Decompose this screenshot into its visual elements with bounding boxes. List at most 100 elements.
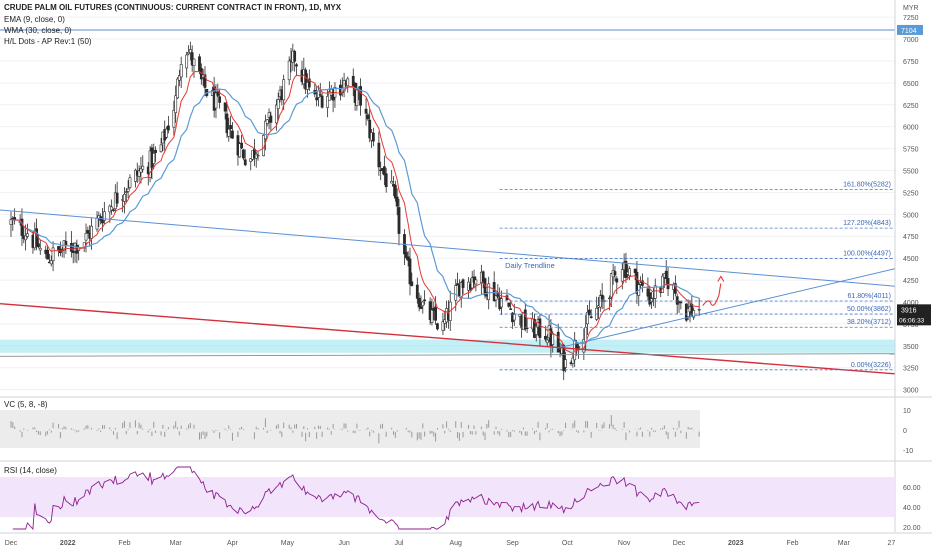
candle-body	[430, 309, 434, 323]
rsi-panel: 60.00 40.00 20.00	[0, 460, 932, 532]
candle-body	[584, 327, 588, 342]
time-tick-label: Apr	[227, 540, 239, 547]
price-tick-label: 3000	[903, 388, 919, 395]
candles-group	[9, 41, 701, 381]
candle-body	[137, 170, 141, 177]
candle-body	[128, 177, 132, 188]
price-tick-label: 4750	[903, 234, 919, 241]
candle-body	[112, 209, 115, 211]
candle-body	[123, 194, 126, 202]
candle-body	[223, 102, 227, 112]
ema-line	[11, 70, 700, 355]
candle-body	[84, 232, 88, 241]
candle-body	[404, 251, 408, 259]
candle-body	[454, 285, 458, 301]
price-tick-label: 6000	[903, 125, 919, 132]
fib-label: 161.80%(5282)	[843, 182, 891, 189]
rsi-title: RSI (14, close)	[4, 466, 57, 475]
time-tick-label: Jul	[395, 540, 404, 547]
candle-body	[24, 235, 28, 241]
candle-body	[69, 242, 73, 252]
candle-body	[675, 296, 679, 305]
candle-body	[159, 144, 163, 152]
candle-body	[267, 112, 271, 118]
candle-body	[564, 359, 567, 368]
candle-body	[227, 128, 231, 137]
price-tick-label: 4000	[903, 300, 919, 307]
candle-body	[282, 79, 286, 101]
rsi-tick-label: 40.00	[903, 505, 921, 512]
candle-body	[423, 299, 427, 302]
candle-body	[71, 250, 75, 253]
candle-body	[512, 313, 516, 321]
price-tick-label: 7250	[903, 15, 919, 22]
candle-body	[551, 333, 555, 345]
candle-body	[188, 49, 192, 54]
candle-body	[256, 154, 260, 157]
candle-body	[177, 75, 181, 81]
currency-label: MYR	[903, 5, 919, 12]
candle-body	[661, 275, 664, 293]
candle-body	[371, 132, 375, 142]
vc-title: VC (5, 8, -8)	[4, 400, 48, 409]
candle-body	[481, 271, 485, 283]
vc-tick-label: 0	[903, 428, 907, 435]
candle-body	[139, 168, 143, 173]
candle-body	[421, 301, 425, 307]
time-tick-label: 2023	[728, 540, 744, 547]
price-tick-label: 6250	[903, 103, 919, 110]
candle-body	[615, 278, 619, 283]
candle-body	[587, 309, 591, 316]
price-axis: MYR 7250 7000 6750 6500 6250 6000 5750 5500 5250 5…	[894, 0, 931, 532]
price-tick-label: 3750	[903, 322, 919, 329]
candle-body	[320, 95, 324, 108]
candle-body	[679, 301, 683, 304]
candle-body	[410, 281, 414, 286]
time-tick-label: Feb	[118, 540, 130, 547]
time-tick-label: Aug	[450, 540, 463, 547]
long-term-downtrend	[0, 303, 896, 375]
candle-body	[231, 130, 234, 139]
candle-body	[318, 94, 322, 96]
candle-body	[507, 302, 511, 307]
candle-body	[101, 219, 104, 224]
candle-body	[641, 280, 644, 286]
candle-body	[49, 260, 53, 265]
candle-body	[397, 207, 401, 234]
candle-body	[571, 357, 575, 364]
candle-body	[9, 219, 13, 225]
candle-body	[472, 276, 476, 283]
candle-body	[20, 218, 24, 236]
price-tick-label: 5750	[903, 147, 919, 154]
candle-body	[203, 74, 207, 88]
vc-tick-label: 10	[903, 408, 911, 415]
candle-body	[487, 283, 491, 301]
candle-body	[456, 283, 459, 286]
time-tick-label: Oct	[562, 540, 573, 547]
price-tick-label: 6500	[903, 81, 919, 88]
projection-arrow	[702, 283, 722, 306]
time-tick-label: Feb	[786, 540, 798, 547]
candle-body	[556, 331, 560, 353]
candle-body	[141, 165, 145, 170]
candle-body	[366, 114, 370, 120]
resistance-badge-label: 7104	[901, 28, 917, 35]
rising-trendline	[556, 268, 896, 349]
candle-body	[317, 90, 320, 98]
trendline-annotation: Daily Trendline	[505, 261, 555, 270]
candle-body	[359, 86, 362, 106]
candle-body	[115, 192, 119, 204]
candle-body	[461, 279, 465, 288]
candle-body	[187, 51, 190, 55]
candle-body	[364, 108, 368, 114]
legend-wma: WMA (30, close, 0)	[4, 26, 72, 35]
candle-body	[276, 99, 280, 110]
vc-band	[0, 410, 700, 448]
candle-body	[441, 321, 445, 331]
price-tick-label: 7000	[903, 37, 919, 44]
candle-body	[307, 78, 311, 88]
candle-body	[544, 335, 547, 340]
candle-body	[166, 125, 170, 131]
vc-panel: 10 0 -10	[0, 396, 932, 455]
